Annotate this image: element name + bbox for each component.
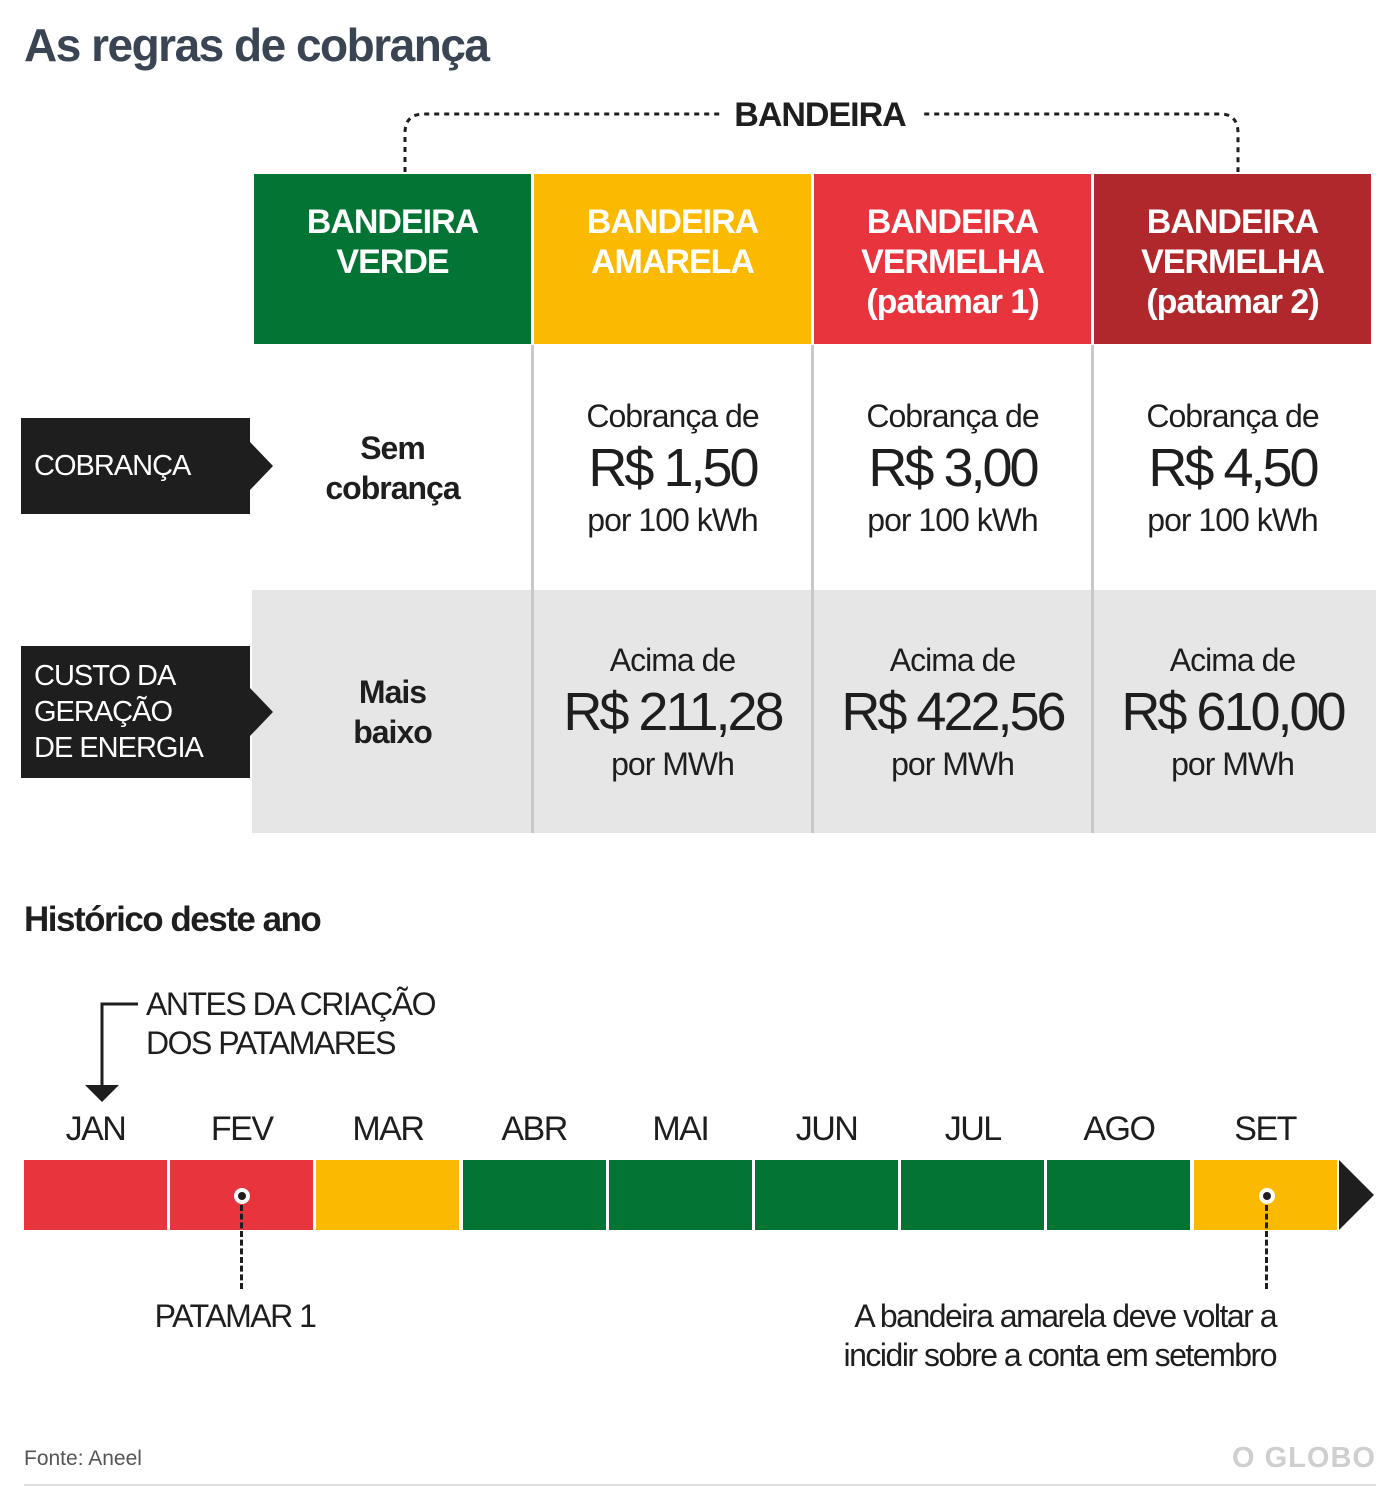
cell-value: R$ 3,00	[868, 437, 1039, 498]
history-title: Histórico deste ano	[24, 900, 322, 939]
patamar-note: PATAMAR 1	[154, 1298, 317, 1334]
cell-post: por 100 kWh	[867, 501, 1038, 538]
month-label: MAR	[352, 1110, 425, 1148]
cell-value: R$ 422,56	[841, 681, 1066, 742]
set-note-line: A bandeira amarela deve voltar a	[854, 1298, 1277, 1334]
row-label-pointer	[250, 442, 273, 490]
table-cell: Mais baixo	[254, 590, 531, 833]
table-cell: Acima de R$ 610,00 por MWh	[1094, 590, 1371, 833]
month-flag-segment	[24, 1160, 167, 1230]
divider	[531, 345, 534, 833]
table-cell: Cobrança de R$ 4,50 por 100 kWh	[1094, 345, 1371, 590]
month-label: ABR	[501, 1110, 568, 1148]
month-label: FEV	[210, 1110, 274, 1148]
flag-name-line: VERMELHA	[1141, 243, 1325, 281]
cell-post: por MWh	[891, 745, 1015, 782]
source: Fonte: Aneel	[24, 1447, 142, 1470]
month-label: MAI	[652, 1110, 709, 1148]
cell-value: R$ 4,50	[1148, 437, 1319, 498]
month-label: JAN	[65, 1110, 127, 1148]
table-cell: Sem cobrança	[254, 345, 531, 590]
flag-header: BANDEIRA VERDE	[254, 174, 531, 344]
row-label: CUSTO DA GERAÇÃO DE ENERGIA	[21, 646, 250, 778]
cost-row-background	[252, 590, 1376, 833]
timeline-arrow-icon	[1339, 1160, 1374, 1230]
table-cell: Acima de R$ 422,56 por MWh	[814, 590, 1091, 833]
flag-name-line: (patamar 2)	[1146, 283, 1319, 321]
cell-value: R$ 211,28	[563, 681, 784, 742]
set-note-line: incidir sobre a conta em setembro	[843, 1337, 1278, 1373]
flag-name-line: BANDEIRA	[586, 203, 759, 241]
set-note: A bandeira amarela deve voltar a incidir…	[700, 1297, 1278, 1375]
o-globo-logo: O GLOBO	[1232, 1442, 1376, 1474]
table-cell: Acima de R$ 211,28 por MWh	[534, 590, 811, 833]
cell-pre: Cobrança de	[1146, 397, 1319, 434]
flag-name-line: AMARELA	[591, 243, 755, 281]
row-label-line: DE ENERGIA	[34, 732, 204, 764]
flag-name-line: BANDEIRA	[1146, 203, 1319, 241]
flag-name-line: VERDE	[336, 243, 449, 281]
row-label-line: GERAÇÃO	[34, 696, 173, 728]
row-label-line: COBRANÇA	[34, 450, 191, 482]
cell-pre: Cobrança de	[586, 397, 759, 434]
cell-post: por MWh	[1171, 745, 1295, 782]
cell-post: por MWh	[611, 745, 735, 782]
month-flag-segment	[316, 1160, 460, 1230]
patamar-dotted-line	[240, 1205, 243, 1289]
month-flag-segment	[608, 1160, 752, 1230]
cell-pre: Cobrança de	[866, 397, 1039, 434]
row-label-pointer	[250, 688, 273, 736]
table-cell: Cobrança de R$ 3,00 por 100 kWh	[814, 345, 1091, 590]
table-cell: Cobrança de R$ 1,50 por 100 kWh	[534, 345, 811, 590]
flag-header: BANDEIRA VERMELHA (patamar 1)	[814, 174, 1091, 344]
month-label: SET	[1234, 1110, 1297, 1148]
flag-name-line: BANDEIRA	[866, 203, 1039, 241]
flag-name-line: (patamar 1)	[866, 283, 1039, 321]
month-flag-segment	[1047, 1160, 1191, 1230]
month-flag-segment	[462, 1160, 606, 1230]
set-marker-dot	[1259, 1188, 1275, 1204]
annotation-line: DOS PATAMARES	[146, 1025, 396, 1061]
row-label: COBRANÇA	[21, 418, 250, 514]
footer-line	[24, 1484, 1376, 1486]
set-dotted-line	[1265, 1205, 1268, 1289]
cell-value: R$ 610,00	[1121, 681, 1346, 742]
annotation-line: ANTES DA CRIAÇÃO	[146, 986, 436, 1022]
cell-pre: Acima de	[609, 641, 736, 678]
month-label: JUL	[944, 1110, 1002, 1148]
divider	[811, 345, 814, 833]
flag-name-line: BANDEIRA	[306, 203, 479, 241]
flag-header: BANDEIRA AMARELA	[534, 174, 811, 344]
cell-post: por 100 kWh	[587, 501, 758, 538]
month-label: AGO	[1083, 1110, 1156, 1148]
cell-text: Sem cobrança	[325, 429, 460, 506]
flag-header: BANDEIRA VERMELHA (patamar 2)	[1094, 174, 1371, 344]
cell-pre: Acima de	[1169, 641, 1296, 678]
month-label: JUN	[795, 1110, 859, 1148]
divider	[1091, 345, 1094, 833]
patamar-marker-dot	[234, 1188, 250, 1204]
page-title: As regras de cobrança	[24, 19, 490, 71]
arrow-down-icon	[85, 1002, 138, 1102]
bandeira-label: BANDEIRA	[720, 96, 920, 135]
cell-value: R$ 1,50	[588, 437, 759, 498]
cell-pre: Acima de	[889, 641, 1016, 678]
month-flag-segment	[755, 1160, 898, 1230]
flag-name-line: VERMELHA	[861, 243, 1045, 281]
annotation-before-patamares: ANTES DA CRIAÇÃO DOS PATAMARES	[146, 985, 436, 1063]
month-flag-segment	[901, 1160, 1045, 1230]
cell-text: Mais baixo	[353, 673, 433, 750]
cell-post: por 100 kWh	[1147, 501, 1318, 538]
row-label-line: CUSTO DA	[34, 660, 176, 692]
